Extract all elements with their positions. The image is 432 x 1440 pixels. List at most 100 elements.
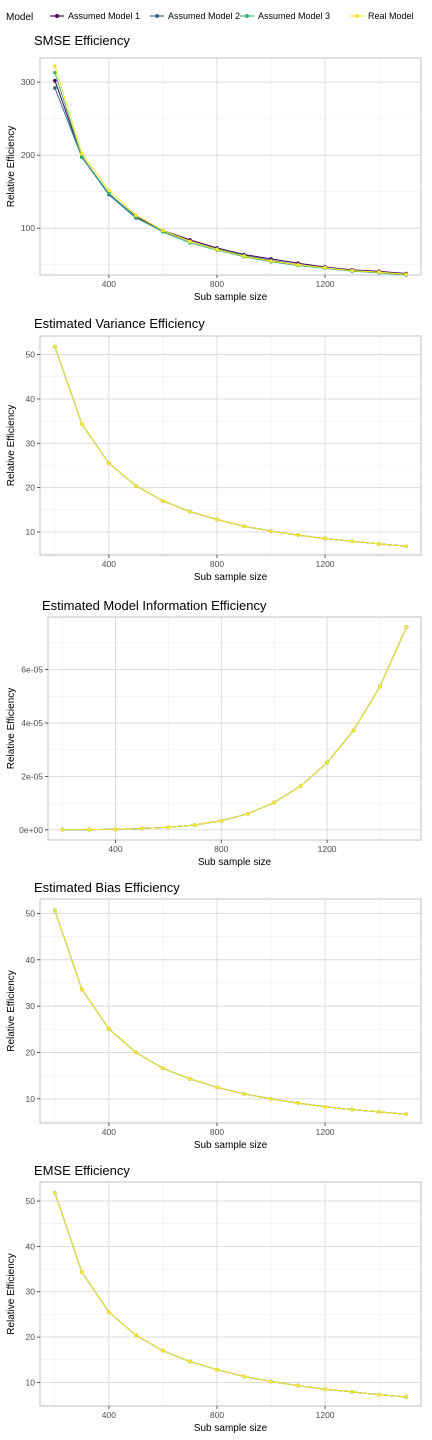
data-point: [87, 827, 91, 832]
data-point: [80, 422, 84, 427]
data-point: [350, 268, 354, 273]
data-point: [378, 684, 382, 689]
data-point: [80, 987, 84, 992]
data-point: [242, 1374, 246, 1379]
x-tick-label: 400: [102, 559, 116, 569]
data-point: [404, 544, 408, 548]
y-tick-label: 30: [26, 438, 36, 448]
panels: SMSE Efficiency 400 800 1200 100 200 300 Sub sa…: [6, 33, 422, 1434]
data-point: [350, 1390, 354, 1394]
legend: Model Assumed Model 1 Assumed Model 2 Assu…: [6, 11, 414, 23]
data-point: [215, 517, 219, 522]
y-tick-label: 200: [21, 150, 35, 160]
y-tick-label: 4e-05: [21, 718, 43, 728]
data-point: [134, 213, 138, 217]
data-point: [53, 908, 57, 913]
data-point: [215, 1367, 219, 1372]
plot-background: [40, 58, 421, 275]
chart-panel: Estimated Variance Efficiency 400 800 1200 1…: [6, 316, 422, 583]
data-point: [53, 1191, 57, 1195]
plot-border: [39, 898, 422, 1124]
series-line: [54, 72, 407, 276]
chart-title: Estimated Bias Efficiency: [34, 880, 180, 895]
data-point: [60, 827, 65, 832]
y-tick-label: 10: [26, 1094, 36, 1104]
x-axis-label: Sub sample size: [194, 1140, 268, 1151]
data-point: [53, 344, 57, 349]
data-point: [161, 499, 165, 503]
data-point: [188, 1077, 192, 1081]
data-point: [107, 461, 111, 466]
y-tick-label: 0e+00: [19, 825, 43, 835]
chart-panel: SMSE Efficiency 400 800 1200 100 200 300 Sub sa…: [6, 33, 422, 303]
chart-panel: EMSE Efficiency 400 800 1200 10 20 30 40 50 Sub s…: [6, 1163, 422, 1434]
y-axis-label: Relative Efficiency: [6, 405, 17, 487]
data-point: [350, 539, 354, 544]
y-tick-label: 20: [26, 1332, 36, 1342]
data-point: [161, 228, 165, 233]
x-tick-label: 800: [210, 1127, 224, 1137]
data-point: [298, 784, 303, 788]
data-point: [80, 155, 84, 160]
data-point: [272, 800, 276, 805]
y-tick-label: 20: [26, 483, 36, 493]
x-tick-label: 400: [102, 1127, 116, 1137]
legend-title: Model: [6, 12, 33, 23]
x-tick-label: 800: [210, 279, 224, 289]
x-tick-label: 400: [102, 279, 116, 289]
y-tick-label: 10: [26, 1377, 36, 1387]
data-point: [188, 239, 192, 244]
data-point: [377, 1392, 381, 1397]
data-point: [242, 1091, 246, 1096]
data-point: [113, 827, 118, 832]
series: [53, 64, 408, 277]
x-tick-label: 1200: [316, 1127, 335, 1137]
series: [53, 1191, 408, 1399]
data-point: [323, 536, 327, 541]
x-axis-label: Sub sample size: [198, 857, 272, 868]
data-point: [296, 1101, 300, 1105]
legend-label: Assumed Model 3: [258, 11, 330, 21]
series: [53, 344, 408, 548]
plot-background: [48, 617, 421, 840]
y-tick-label: 30: [26, 1287, 36, 1297]
data-point: [351, 728, 356, 733]
data-point: [140, 826, 144, 831]
y-tick-label: 2e-05: [21, 771, 43, 781]
y-tick-label: 10: [26, 527, 36, 537]
legend-label: Assumed Model 1: [68, 11, 140, 21]
plot-background: [40, 1182, 421, 1406]
data-point: [161, 1348, 165, 1353]
data-point: [325, 760, 329, 765]
series: [60, 625, 409, 832]
data-point: [242, 254, 246, 258]
data-point: [269, 1097, 273, 1101]
data-point: [269, 529, 273, 533]
data-point: [377, 270, 381, 274]
legend-label: Assumed Model 2: [168, 11, 240, 21]
y-tick-label: 40: [26, 955, 36, 965]
x-tick-label: 1200: [316, 559, 335, 569]
x-tick-label: 800: [210, 559, 224, 569]
y-tick-label: 20: [26, 1048, 36, 1058]
plot-border: [39, 335, 422, 556]
series-line: [62, 626, 407, 831]
y-tick-label: 30: [26, 1001, 36, 1011]
series: [53, 908, 408, 1116]
data-point: [188, 1359, 192, 1364]
chart-title: EMSE Efficiency: [34, 1163, 130, 1178]
y-axis-label: Relative Efficiency: [6, 126, 17, 208]
y-axis-label: Relative Efficiency: [6, 1253, 17, 1335]
data-point: [377, 1110, 381, 1114]
data-point: [166, 825, 171, 829]
data-point: [134, 1333, 138, 1338]
data-point: [107, 188, 111, 193]
legend-swatch-point: [55, 14, 59, 18]
plot-border: [39, 1181, 422, 1407]
data-point: [215, 247, 219, 252]
legend-entry: Real Model: [350, 11, 414, 21]
plot-background: [40, 336, 421, 555]
y-tick-label: 50: [26, 350, 36, 360]
